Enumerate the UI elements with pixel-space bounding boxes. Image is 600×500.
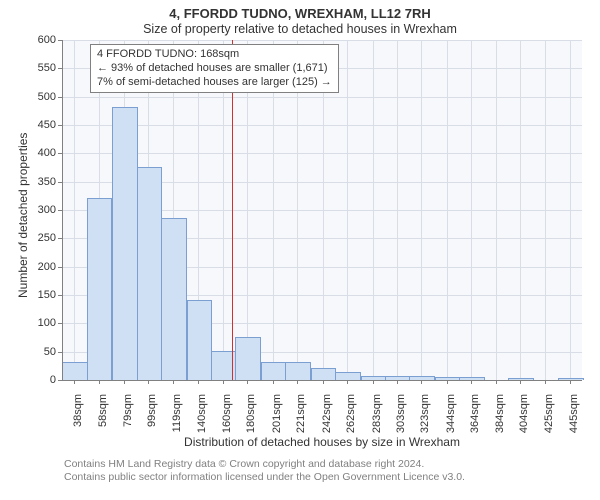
xtick-label: 425sqm	[543, 394, 555, 440]
xtick-label: 303sqm	[395, 394, 407, 440]
histogram-bar	[311, 368, 337, 380]
xtick-label: 99sqm	[146, 394, 158, 440]
gridline-vertical	[397, 40, 398, 380]
xtick-label: 283sqm	[371, 394, 383, 440]
gridline-vertical	[447, 40, 448, 380]
xtick-label: 384sqm	[494, 394, 506, 440]
xtick-label: 445sqm	[568, 394, 580, 440]
xtick-label: 140sqm	[196, 394, 208, 440]
ytick-label: 250	[30, 232, 56, 244]
annotation-line-2: ← 93% of detached houses are smaller (1,…	[97, 62, 332, 76]
xtick-label: 180sqm	[245, 394, 257, 440]
xtick-label: 404sqm	[518, 394, 530, 440]
ytick-label: 400	[30, 147, 56, 159]
ytick-label: 50	[30, 346, 56, 358]
histogram-bar	[112, 107, 138, 380]
footer-line-2: Contains public sector information licen…	[64, 471, 465, 484]
histogram-bar	[285, 362, 311, 380]
y-axis-label: Number of detached properties	[16, 133, 30, 298]
gridline-vertical	[471, 40, 472, 380]
xtick-label: 79sqm	[122, 394, 134, 440]
xtick-label: 38sqm	[72, 394, 84, 440]
gridline-vertical	[520, 40, 521, 380]
histogram-bar	[137, 167, 163, 381]
xtick-label: 344sqm	[445, 394, 457, 440]
xtick-label: 119sqm	[171, 394, 183, 440]
ytick-label: 200	[30, 261, 56, 273]
gridline-vertical	[496, 40, 497, 380]
gridline-vertical	[570, 40, 571, 380]
x-axis-line	[62, 380, 582, 381]
gridline-vertical	[545, 40, 546, 380]
chart-title-line1: 4, FFORDD TUDNO, WREXHAM, LL12 7RH	[0, 6, 600, 21]
ytick-label: 0	[30, 374, 56, 386]
footer-line-1: Contains HM Land Registry data © Crown c…	[64, 458, 465, 471]
gridline-vertical	[373, 40, 374, 380]
histogram-bar	[62, 362, 88, 380]
ytick-label: 100	[30, 317, 56, 329]
xtick-label: 364sqm	[469, 394, 481, 440]
gridline-vertical	[421, 40, 422, 380]
ytick-label: 300	[30, 204, 56, 216]
xtick-label: 201sqm	[271, 394, 283, 440]
ytick-label: 550	[30, 62, 56, 74]
histogram-bar	[335, 372, 361, 380]
histogram-bar	[261, 362, 287, 380]
ytick-label: 600	[30, 34, 56, 46]
histogram-bar	[235, 337, 261, 381]
ytick-label: 350	[30, 176, 56, 188]
gridline-vertical	[74, 40, 75, 380]
xtick-label: 242sqm	[321, 394, 333, 440]
ytick-label: 500	[30, 91, 56, 103]
footer-attribution: Contains HM Land Registry data © Crown c…	[64, 458, 465, 484]
histogram-bar	[87, 198, 113, 380]
chart-root: 4, FFORDD TUDNO, WREXHAM, LL12 7RH Size …	[0, 0, 600, 500]
annotation-box: 4 FFORDD TUDNO: 168sqm ← 93% of detached…	[90, 44, 339, 93]
xtick-label: 323sqm	[419, 394, 431, 440]
annotation-line-1: 4 FFORDD TUDNO: 168sqm	[97, 48, 332, 62]
histogram-bar	[161, 218, 187, 381]
gridline-vertical	[347, 40, 348, 380]
ytick-label: 450	[30, 119, 56, 131]
histogram-bar	[187, 300, 213, 380]
chart-title-line2: Size of property relative to detached ho…	[0, 22, 600, 36]
xtick-label: 160sqm	[221, 394, 233, 440]
annotation-line-3: 7% of semi-detached houses are larger (1…	[97, 76, 332, 90]
y-axis-line	[62, 40, 63, 380]
xtick-label: 58sqm	[97, 394, 109, 440]
ytick-label: 150	[30, 289, 56, 301]
xtick-label: 221sqm	[295, 394, 307, 440]
xtick-label: 262sqm	[345, 394, 357, 440]
